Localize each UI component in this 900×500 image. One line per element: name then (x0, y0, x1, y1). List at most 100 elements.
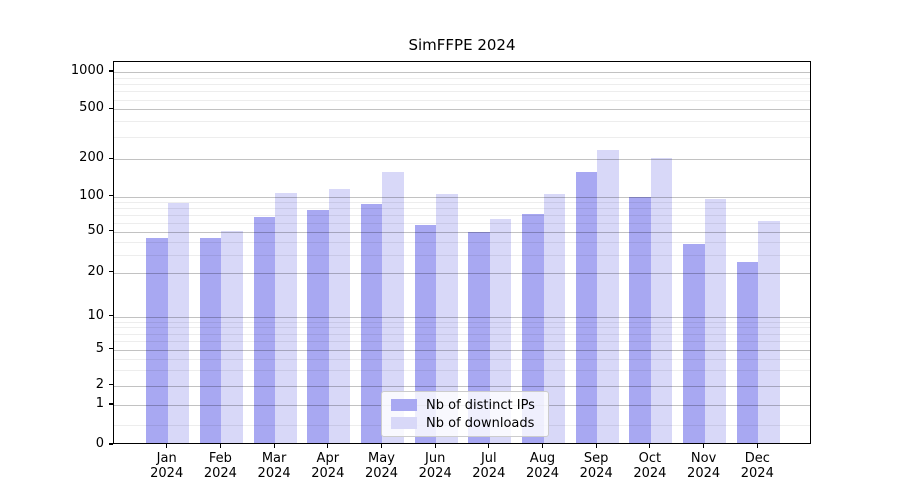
x-tick-year: 2024 (150, 466, 184, 481)
x-tick-year: 2024 (525, 466, 560, 481)
bar-distinct-ips (468, 231, 490, 443)
x-tick-label: Jul 2024 (459, 451, 519, 481)
y-tick-mark (109, 157, 113, 159)
x-tick-year: 2024 (740, 466, 774, 481)
y-tick-mark (109, 443, 113, 445)
x-tick-month: Jan (156, 451, 177, 466)
x-tick-mark (434, 444, 436, 448)
y-tick-label: 200 (79, 150, 104, 166)
y-tick-mark (109, 230, 113, 232)
gridline-minor (114, 341, 810, 342)
y-tick-mark (109, 270, 113, 273)
bar-downloads (704, 199, 727, 443)
y-tick-label: 1 (95, 396, 104, 411)
gridline-major (114, 385, 810, 387)
gridline-minor (114, 327, 810, 329)
x-tick-month: Feb (208, 451, 232, 466)
legend-swatch-downloads (391, 417, 417, 429)
y-tick-label: 1000 (70, 63, 104, 78)
x-tick-month: Nov (690, 451, 717, 466)
y-tick-mark (109, 314, 113, 317)
x-tick-year: 2024 (257, 466, 291, 481)
x-tick-mark (273, 444, 275, 448)
bar-distinct-ips (414, 225, 437, 443)
bar-downloads (221, 230, 243, 443)
x-tick-month: Apr (316, 451, 340, 466)
y-tick-label: 20 (87, 263, 104, 279)
legend-label: Nb of distinct IPs (426, 397, 535, 413)
gridline-minor (114, 358, 810, 360)
gridline-minor (114, 202, 810, 204)
plot-area (113, 61, 811, 444)
bar-downloads (328, 188, 351, 443)
y-tick-mark (109, 384, 113, 386)
y-tick-label: 5 (95, 340, 104, 356)
legend-swatch-distinct-ips (391, 399, 417, 411)
gridline-minor (114, 321, 810, 323)
x-tick-month: Jun (425, 451, 446, 466)
x-tick-month: Dec (744, 451, 770, 466)
x-tick-year: 2024 (633, 466, 667, 481)
bar-distinct-ips (253, 216, 276, 443)
x-tick-month: Sep (583, 451, 609, 466)
x-tick-label: Mar 2024 (244, 451, 304, 481)
x-tick-year: 2024 (418, 466, 452, 481)
x-tick-label: Sep 2024 (566, 451, 626, 481)
gridline-minor (114, 121, 810, 123)
x-tick-month: May (368, 451, 395, 466)
legend-entry: Nb of distinct IPs (391, 398, 548, 413)
x-tick-label: Aug 2024 (513, 451, 573, 481)
bar-distinct-ips (199, 237, 222, 443)
gridline-minor (114, 254, 810, 256)
y-tick-label: 2 (95, 376, 104, 392)
x-tick-mark (541, 444, 544, 448)
x-tick-label: Apr 2024 (298, 451, 358, 481)
x-tick-year: 2024 (311, 466, 345, 481)
gridline-minor (114, 333, 810, 335)
gridline-major (114, 231, 810, 233)
y-tick-label: 100 (79, 187, 104, 203)
chart-title: SimFFPE 2024 (408, 36, 516, 54)
x-tick-mark (219, 444, 221, 448)
x-tick-mark (488, 444, 490, 448)
gridline-major (114, 316, 810, 318)
bar-downloads (382, 172, 404, 443)
x-tick-label: Jun 2024 (405, 451, 465, 481)
bar-downloads (275, 193, 297, 443)
x-tick-month: Oct (638, 451, 662, 466)
x-tick-year: 2024 (579, 466, 613, 481)
gridline-major (114, 272, 810, 274)
gridline-minor (114, 214, 810, 216)
x-tick-label: Jan 2024 (137, 451, 197, 481)
bar-distinct-ips (629, 197, 651, 443)
bar-downloads (650, 158, 673, 443)
gridline-minor (114, 241, 810, 243)
bar-distinct-ips (360, 203, 383, 443)
gridline-minor (114, 84, 810, 85)
bar-downloads (167, 203, 190, 443)
legend: Nb of distinct IPs Nb of downloads (381, 391, 549, 437)
y-tick-label: 0 (95, 436, 104, 451)
bar-downloads (543, 193, 566, 443)
x-tick-label: Dec 2024 (727, 451, 787, 481)
bar-downloads (436, 193, 458, 443)
bar-distinct-ips (736, 262, 759, 443)
bar-downloads (758, 220, 780, 443)
gridline-major (114, 196, 810, 198)
bar-downloads (597, 150, 619, 443)
y-tick-label: 50 (87, 222, 104, 238)
gridline-minor (114, 222, 810, 224)
x-tick-label: Nov 2024 (674, 451, 734, 481)
gridline-major (114, 159, 810, 161)
x-tick-mark (166, 444, 168, 448)
bar-distinct-ips (522, 213, 544, 443)
x-tick-mark (756, 444, 758, 448)
gridline-major (114, 72, 810, 73)
x-tick-mark (595, 444, 597, 448)
legend-entry: Nb of downloads (391, 416, 548, 431)
x-tick-mark (649, 444, 651, 448)
gridline-major (114, 349, 810, 351)
gridline-minor (114, 137, 810, 139)
x-tick-label: Feb 2024 (190, 451, 250, 481)
